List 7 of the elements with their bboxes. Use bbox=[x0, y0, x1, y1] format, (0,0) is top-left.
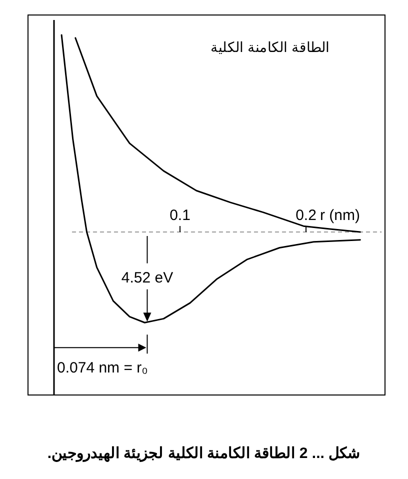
text: شكل ... 2 الطاقة الكامنة الكلية لجزيئة الهيدروجين. bbox=[47, 445, 361, 462]
x-tick-label: 0.2 bbox=[296, 207, 316, 224]
annotation: 4.52 eV bbox=[121, 269, 174, 286]
x-tick-label: 0.1 bbox=[170, 207, 190, 224]
annotation: 0.074 nm = r₀ bbox=[57, 360, 148, 377]
x-axis-title: r (nm) bbox=[320, 207, 360, 224]
chart-title: الطاقة الكامنة الكلية bbox=[210, 39, 330, 55]
